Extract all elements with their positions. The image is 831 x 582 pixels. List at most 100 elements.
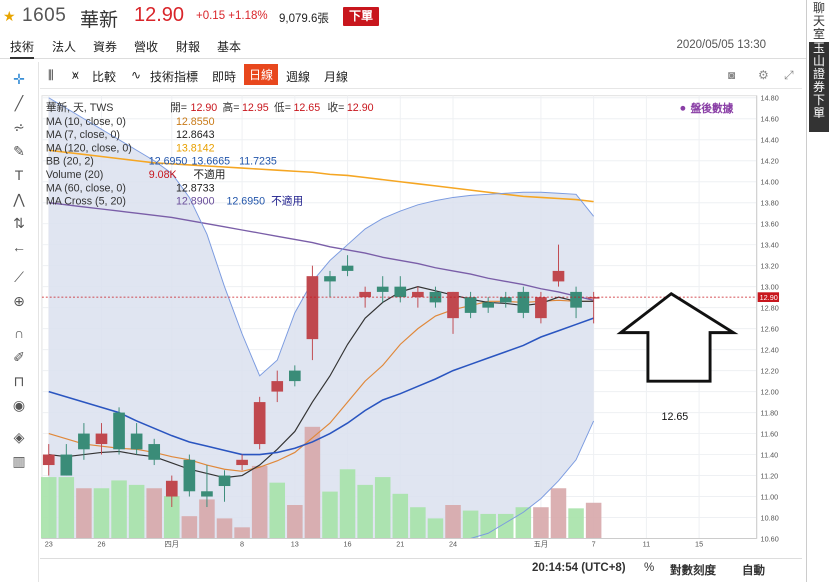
fib-tool-icon[interactable]: ⩫ <box>13 119 25 135</box>
auto-scale-toggle[interactable]: 自動 <box>742 565 765 577</box>
legend-low: 12.65 <box>293 102 320 114</box>
eye-icon[interactable]: ◉ <box>12 397 26 413</box>
candle-body <box>412 291 424 298</box>
candle-body <box>306 276 319 340</box>
price-tick-label: 11.00 <box>761 492 779 501</box>
brush-icon[interactable]: ✎ <box>13 143 25 159</box>
volume-bar <box>181 516 198 539</box>
magnet-icon[interactable]: ∩ <box>13 325 25 341</box>
volume-bar <box>445 505 461 539</box>
price-tick-label: 13.00 <box>761 283 779 292</box>
candle-body <box>535 297 547 319</box>
price-tick-label: 10.80 <box>761 513 779 522</box>
price-tick-label: 14.80 <box>761 94 779 103</box>
lock-icon[interactable]: ⊓ <box>13 373 25 389</box>
back-arrow-icon[interactable]: ← <box>12 239 26 255</box>
candle-body <box>376 286 389 292</box>
volume-bar <box>392 493 409 539</box>
tab-basic[interactable]: 基本 <box>217 40 242 54</box>
volume-bar <box>251 465 268 539</box>
crosshair-icon[interactable]: ✛ <box>13 71 25 87</box>
legend-high-label: 高= <box>223 101 240 114</box>
indicator-icon[interactable]: ∿ <box>131 68 142 82</box>
price-tick-label: 11.60 <box>761 429 779 438</box>
price-chart[interactable]: 10.60 10.80 11.00 11.20 11.40 11.60 11.80 12.00… <box>40 90 780 550</box>
candle-body <box>324 276 336 282</box>
legend-row-value: 9.08K <box>149 169 177 181</box>
compare-icon[interactable]: ⩙ <box>72 68 79 82</box>
section-tabs: 技術 法人 資券 營收 財報 基本 2020/05/05 13:30 <box>0 36 806 59</box>
drawing-toolbar: ✛ ╱ ⩫ ✎ T ⋀ ⇅ ← ⟋ ⊕ ∩ ✐ ⊓ ◉ ◈ ▥ <box>0 62 39 582</box>
intraday-button[interactable]: 即時 <box>212 70 237 84</box>
bollinger-fill <box>48 97 594 539</box>
time-tick-label: 21 <box>396 539 404 548</box>
time-tick-label: 23 <box>45 539 53 548</box>
candle-body <box>113 412 125 450</box>
volume-bar <box>234 527 250 539</box>
legend-open-label: 開= <box>170 102 187 114</box>
time-tick-label: 11 <box>643 539 651 548</box>
measure-tool-icon[interactable]: ⇅ <box>13 215 25 231</box>
chart-legend: 華新, 天, TWS 開= 12.90 高= 12.95 低= 12.65 收=… <box>46 101 734 207</box>
trend-line-icon[interactable]: ╱ <box>14 95 24 111</box>
series-line <box>48 149 594 203</box>
log-scale-toggle[interactable]: 對數刻度 <box>670 565 716 577</box>
text-tool-icon[interactable]: T <box>14 167 24 183</box>
indicators-button[interactable]: 技術指標 <box>150 70 199 84</box>
side-panel: 聊天室 玉山證券下單 <box>806 0 831 582</box>
broker-order-tab[interactable]: 玉山證券下單 <box>809 42 829 132</box>
series-line <box>48 317 594 456</box>
legend-row-value: 12.8550 <box>176 116 215 128</box>
price-tick-label: 13.20 <box>761 262 779 271</box>
trash-icon[interactable]: ▥ <box>12 453 26 469</box>
trade-volume: 9,079.6張 <box>279 13 329 25</box>
layers-icon[interactable]: ◈ <box>13 429 25 445</box>
compare-button[interactable]: 比較 <box>92 70 117 84</box>
bar-style-icon[interactable]: ⫼ <box>48 68 54 82</box>
star-icon[interactable]: ★ <box>3 8 16 24</box>
volume-bar <box>550 488 567 539</box>
tab-margin[interactable]: 資券 <box>93 40 118 54</box>
price-tick-label: 14.40 <box>761 136 779 145</box>
tab-financials[interactable]: 財報 <box>176 40 201 54</box>
draw-mode-icon[interactable]: ✐ <box>13 349 25 365</box>
candle-body <box>587 297 600 299</box>
price-tick-label: 12.20 <box>761 367 779 376</box>
legend-row-label: MA Cross (5, 20) <box>46 196 126 208</box>
zoom-in-icon[interactable]: ⊕ <box>13 293 25 309</box>
candle-body <box>570 291 582 308</box>
volume-bar <box>374 477 391 539</box>
tab-technical[interactable]: 技術 <box>10 38 35 59</box>
tab-revenue[interactable]: 營收 <box>134 40 159 54</box>
gear-icon[interactable]: ⚙ <box>758 68 769 82</box>
fullscreen-icon[interactable]: ⤢ <box>784 68 794 82</box>
tab-institutional[interactable]: 法人 <box>52 40 77 54</box>
annotation-price: 12.65 <box>662 411 689 423</box>
after-hours-dot <box>680 105 686 111</box>
volume-bar <box>76 488 92 539</box>
order-button[interactable]: 下單 <box>343 7 379 26</box>
legend-row-value: 12.8643 <box>176 129 215 141</box>
time-tick-label: 五月 <box>534 539 549 548</box>
legend-row-value: 不適用 <box>271 195 303 208</box>
time-tick-label: 26 <box>97 539 105 548</box>
legend-row-label: MA (10, close, 0) <box>46 116 126 128</box>
legend-row-value: 12.8733 <box>176 182 215 194</box>
legend-open: 12.90 <box>191 102 218 114</box>
chart-status-bar: 20:14:54 (UTC+8) % 對數刻度 自動 <box>40 558 802 579</box>
percent-toggle[interactable]: % <box>644 562 655 574</box>
stock-name: 華新 <box>80 10 119 31</box>
volume-bar <box>427 518 444 539</box>
legend-row-label: MA (60, close, 0) <box>46 182 126 194</box>
monthly-button[interactable]: 月線 <box>324 70 349 84</box>
daily-button[interactable]: 日線 <box>244 64 279 85</box>
ruler-icon[interactable]: ⟋ <box>14 269 24 285</box>
candle-body <box>447 291 459 319</box>
legend-high: 12.95 <box>242 102 269 114</box>
camera-icon[interactable]: ◙ <box>728 68 736 82</box>
weekly-button[interactable]: 週線 <box>286 70 311 84</box>
chat-room-tab[interactable]: 聊天室 <box>812 1 825 41</box>
volume-bars <box>40 426 602 539</box>
pattern-tool-icon[interactable]: ⋀ <box>13 191 25 207</box>
series-line <box>48 97 595 377</box>
